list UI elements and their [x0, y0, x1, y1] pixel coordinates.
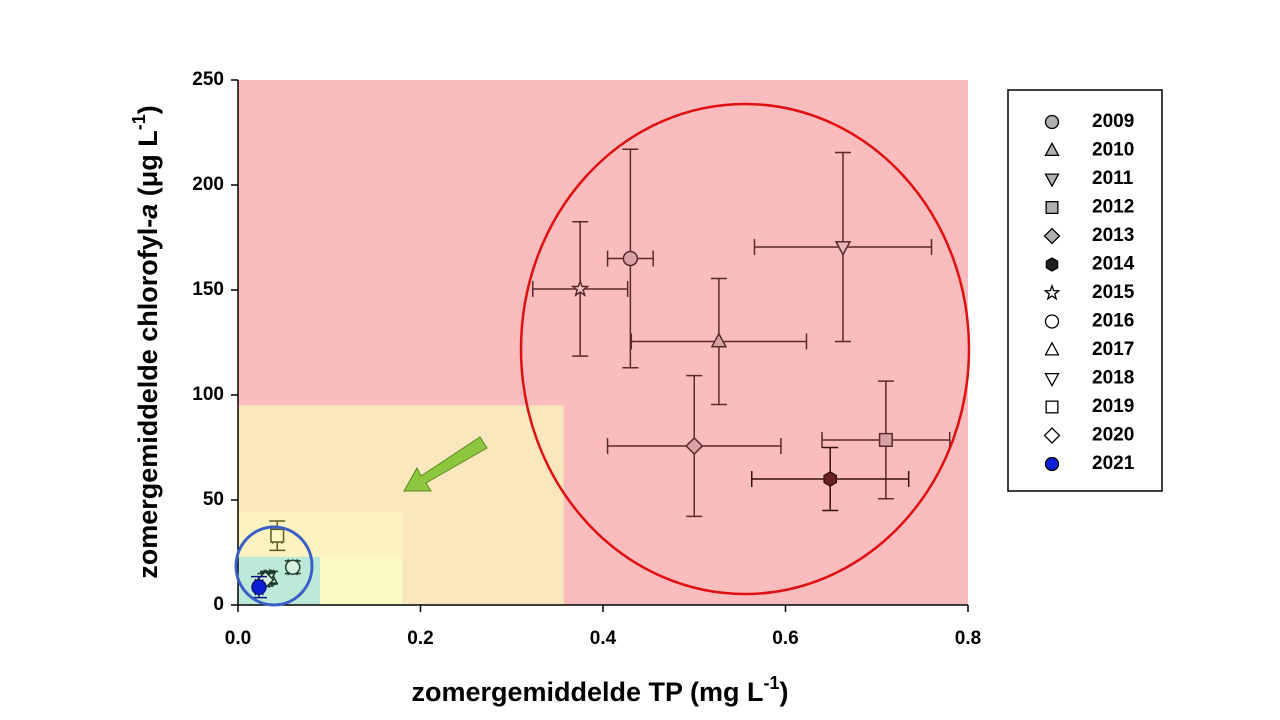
- legend-label: 2011: [1092, 168, 1134, 189]
- point-group: [606, 374, 782, 518]
- arrow: [403, 436, 488, 492]
- marker: [251, 579, 267, 595]
- legend-item: 2016: [1044, 311, 1134, 332]
- y-label-part: (μg L: [133, 130, 163, 204]
- legend-item: 2010: [1044, 140, 1134, 161]
- legend-marker: [1043, 427, 1061, 444]
- legend-item: 2019: [1045, 396, 1134, 417]
- marker: [685, 436, 704, 456]
- x-label-part: zomergemiddelde TP (mg L: [411, 677, 763, 707]
- legend-marker: [1044, 341, 1060, 356]
- legend: 2009 2010 2011 2012 2013 2014 2015 2016 2017 2018…: [1043, 111, 1135, 474]
- point-group: [531, 221, 629, 357]
- marker: [270, 528, 285, 543]
- legend-label: 2019: [1092, 396, 1134, 417]
- legend-label: 2014: [1092, 254, 1135, 275]
- marker: [878, 432, 893, 447]
- legend-item: 2021: [1044, 453, 1135, 474]
- highlight-ellipse: [234, 525, 314, 607]
- x-tick-label: 0.8: [955, 628, 981, 649]
- legend-marker: [1043, 283, 1061, 301]
- highlight-ellipse: [519, 102, 971, 596]
- legend-label: 2018: [1092, 368, 1134, 389]
- marker: [710, 332, 728, 348]
- legend-marker: [1044, 114, 1060, 130]
- y-tick-label: 100: [192, 384, 224, 405]
- legend-item: 2018: [1044, 368, 1134, 389]
- x-label-part: ): [780, 677, 789, 707]
- y-tick-label: 150: [192, 279, 224, 300]
- y-label-part: zomergemiddelde chlorofyl-: [133, 219, 163, 579]
- legend-item: 2009: [1044, 111, 1134, 132]
- x-tick-label: 0.6: [772, 628, 798, 649]
- legend-label: 2013: [1092, 225, 1134, 246]
- marker: [570, 279, 590, 297]
- y-label-superscript: -1: [129, 114, 149, 130]
- y-axis-label: zomergemiddelde chlorofyl-a (μg L-1): [129, 105, 163, 579]
- point-group: [606, 148, 654, 369]
- y-tick-label: 0: [213, 594, 224, 615]
- legend-item: 2017: [1044, 339, 1134, 360]
- x-axis-label: zomergemiddelde TP (mg L-1): [411, 673, 788, 707]
- legend-marker: [1045, 200, 1059, 214]
- legend-item: 2012: [1045, 197, 1134, 218]
- legend-label: 2009: [1092, 111, 1134, 132]
- legend-marker: [1043, 227, 1061, 245]
- point-group: [250, 575, 267, 599]
- y-tick-label: 200: [192, 174, 224, 195]
- legend-marker: [1045, 400, 1059, 414]
- legend-marker: [1044, 141, 1060, 157]
- x-tick-label: 0.4: [590, 628, 617, 649]
- y-label-italic: a: [133, 204, 163, 219]
- x-tick-label: 0.0: [225, 628, 251, 649]
- point-group: [750, 446, 910, 512]
- legend-item: 2014: [1045, 254, 1135, 275]
- y-tick-label: 50: [203, 489, 224, 510]
- marker: [622, 250, 639, 267]
- legend-marker: [1044, 456, 1060, 472]
- marker: [834, 240, 852, 257]
- legend-item: 2015: [1043, 282, 1135, 303]
- y-tick-label: 250: [192, 69, 224, 90]
- zones: [238, 80, 968, 605]
- legend-label: 2021: [1092, 453, 1135, 474]
- legend-label: 2015: [1092, 282, 1135, 303]
- point-group: [284, 559, 301, 576]
- legend-label: 2017: [1092, 339, 1134, 360]
- legend-box: [1007, 89, 1163, 492]
- legend-label: 2010: [1092, 140, 1134, 161]
- legend-item: 2020: [1043, 425, 1134, 446]
- legend-marker: [1045, 257, 1059, 272]
- legend-marker: [1044, 173, 1060, 188]
- x-tick-label: 0.2: [407, 628, 433, 649]
- legend-marker: [1044, 372, 1060, 388]
- legend-label: 2012: [1092, 197, 1134, 218]
- marker: [285, 559, 301, 575]
- legend-item: 2013: [1043, 225, 1134, 246]
- marker: [823, 471, 838, 487]
- point-group: [630, 277, 808, 406]
- legend-marker: [1044, 314, 1060, 329]
- legend-label: 2020: [1092, 425, 1134, 446]
- plot: 0.0 0.2 0.4 0.6 0.8 0 50 100 150 200 250: [192, 69, 981, 649]
- x-label-superscript: -1: [764, 673, 780, 693]
- legend-item: 2011: [1044, 168, 1134, 189]
- y-label-part: ): [133, 105, 163, 114]
- legend-label: 2016: [1092, 311, 1134, 332]
- point-group: [753, 151, 933, 343]
